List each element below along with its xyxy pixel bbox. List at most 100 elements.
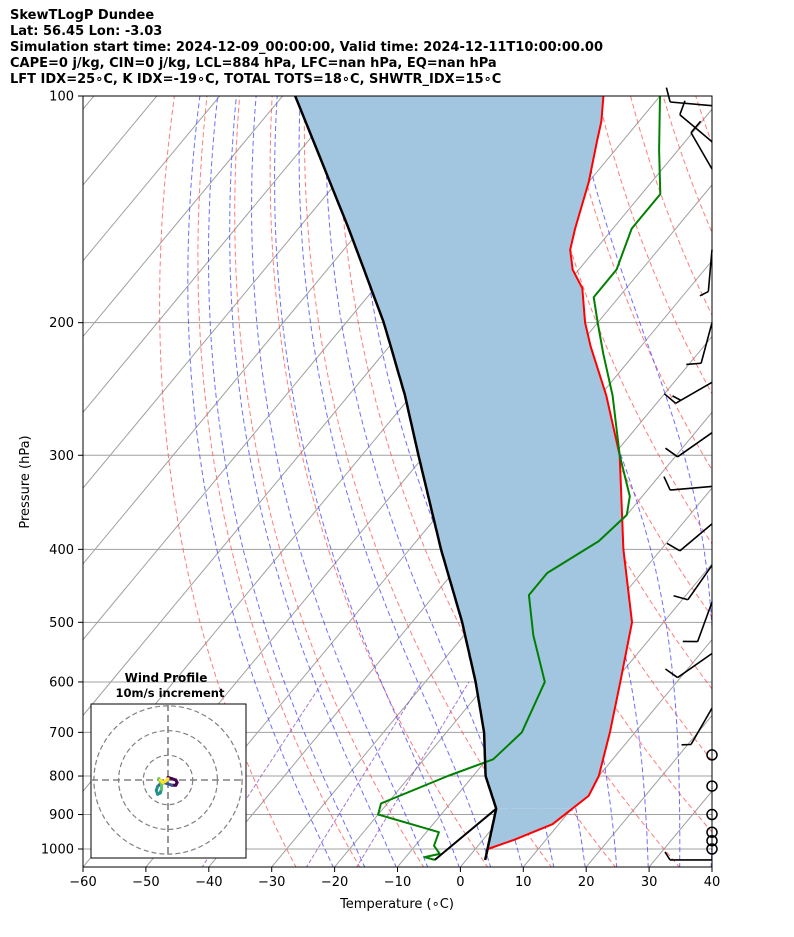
mixing-ratio-line — [305, 681, 422, 867]
moist-adiabat-line — [187, 96, 334, 867]
y-tick-label: 700 — [49, 726, 74, 741]
wind-barb-flag — [690, 120, 702, 134]
x-tick-label: −20 — [321, 875, 348, 890]
wind-barb-flag — [673, 595, 689, 601]
wind-barb-shaft — [690, 707, 713, 745]
dry-adiabat-line — [564, 96, 712, 471]
isotherm-line — [83, 96, 410, 489]
isotherm-line — [333, 411, 712, 867]
wind-barb-flag — [686, 362, 702, 366]
x-tick-label: −30 — [258, 875, 285, 890]
x-tick-label: −50 — [132, 875, 159, 890]
parcel-line — [294, 96, 498, 861]
temperature-line — [484, 96, 633, 861]
moist-adiabat-line — [298, 96, 492, 867]
cape-fill — [295, 96, 632, 809]
cape-area — [295, 96, 632, 860]
wind-barbs — [663, 87, 718, 861]
x-axis: −60 −50 −40 −30 −20 −10 0 10 20 30 40 — [69, 867, 720, 890]
wind-barb-flag — [699, 290, 709, 297]
wind-barb-flag — [665, 668, 679, 679]
wind-barb-shaft — [696, 601, 713, 642]
wind-barb-shaft — [670, 101, 713, 107]
chart-title: SkewTLogP Dundee — [10, 8, 155, 23]
wind-barb-flag — [663, 393, 677, 404]
moist-adiabat-line — [274, 96, 460, 867]
isotherm-line — [83, 96, 347, 414]
hodograph-subtitle: 10m/s increment — [116, 686, 225, 700]
y-axis: 100 200 300 400 500 600 700 800 900 1000 — [41, 90, 83, 858]
dry-adiabat-line — [336, 96, 617, 867]
wind-barb-calm — [706, 843, 718, 855]
wind-barb-shaft — [687, 564, 713, 601]
wind-barb-shaft — [679, 114, 713, 143]
wind-barb-shaft — [670, 485, 713, 491]
mixing-ratio-line — [201, 681, 324, 867]
y-tick-label: 500 — [49, 616, 74, 631]
wind-barb-shaft — [690, 132, 713, 170]
moist-adiabat-line — [229, 96, 397, 867]
wind-barb-flag — [665, 447, 679, 458]
y-tick-label: 100 — [49, 90, 74, 105]
times-line: Simulation start time: 2024-12-09_00:00:… — [10, 40, 603, 55]
mixing-ratio-line — [356, 681, 470, 867]
x-tick-label: −40 — [195, 875, 222, 890]
moist-adiabat-line — [251, 96, 429, 867]
x-tick-label: 20 — [578, 875, 595, 890]
wind-barb-calm — [706, 834, 718, 847]
wind-barb-shaft — [679, 523, 713, 552]
wind-barb-flag — [663, 476, 671, 491]
location-line: Lat: 56.45 Lon: -3.03 — [10, 24, 163, 39]
header: SkewTLogP Dundee Lat: 56.45 Lon: -3.03 S… — [10, 8, 603, 88]
y-axis-label: Pressure (hPa) — [18, 435, 33, 528]
isotherm-line — [711, 866, 712, 867]
x-tick-label: −60 — [69, 875, 96, 890]
isotherm-line — [585, 714, 712, 867]
wind-barb-shaft — [677, 652, 713, 679]
x-tick-label: 30 — [641, 875, 658, 890]
x-tick-label: −10 — [384, 875, 411, 890]
y-tick-label: 900 — [49, 808, 74, 823]
dry-adiabat-line — [662, 96, 712, 234]
wind-barb-calm — [706, 780, 718, 792]
dry-adiabat-line — [728, 96, 794, 868]
isotherm-line — [522, 638, 712, 867]
wind-barb-calm — [706, 749, 718, 761]
wind-barb-calm — [706, 808, 718, 821]
isotherm-line — [83, 96, 284, 338]
params-line: CAPE=0 j/kg, CIN=0 j/kg, LCL=884 hPa, LF… — [10, 56, 497, 71]
hodograph-title: Wind Profile — [125, 671, 208, 685]
cin-fill — [485, 808, 573, 860]
x-tick-label: 10 — [515, 875, 532, 890]
dry-adiabat-line — [269, 96, 489, 867]
dry-adiabat-line — [695, 96, 712, 145]
y-tick-label: 600 — [49, 675, 74, 690]
profiles — [294, 96, 662, 861]
isotherm-line — [648, 790, 712, 867]
isotherm-line — [83, 96, 221, 262]
x-tick-label: 40 — [704, 875, 721, 890]
indices-line: LFT IDX=25∘C, K IDX=-19∘C, TOTAL TOTS=18… — [10, 72, 502, 87]
moist-adiabat-line — [208, 96, 366, 867]
wind-barb-shaft — [700, 322, 713, 364]
wind-barb-flag — [666, 542, 681, 552]
y-tick-label: 300 — [49, 449, 74, 464]
y-tick-label: 400 — [49, 543, 74, 558]
x-tick-label: 0 — [456, 875, 464, 890]
wind-barb-shaft — [675, 381, 713, 404]
hodograph-inset: Wind Profile 10m/s increment — [90, 671, 247, 859]
y-tick-label: 200 — [49, 316, 74, 331]
wind-barb-shaft — [677, 432, 713, 458]
y-tick-label: 1000 — [41, 843, 74, 858]
y-tick-label: 800 — [49, 770, 74, 785]
dry-adiabat-line — [159, 96, 297, 867]
dewpoint-line — [377, 96, 662, 861]
wind-barb-flag — [664, 851, 671, 861]
wind-barb-flag — [665, 87, 671, 103]
dry-adiabat-line — [197, 96, 361, 867]
surface-branch-line — [434, 807, 497, 861]
x-axis-label: Temperature (∘C) — [339, 897, 454, 912]
wind-barb-flag — [672, 395, 682, 402]
wind-barb-shaft — [707, 249, 713, 292]
